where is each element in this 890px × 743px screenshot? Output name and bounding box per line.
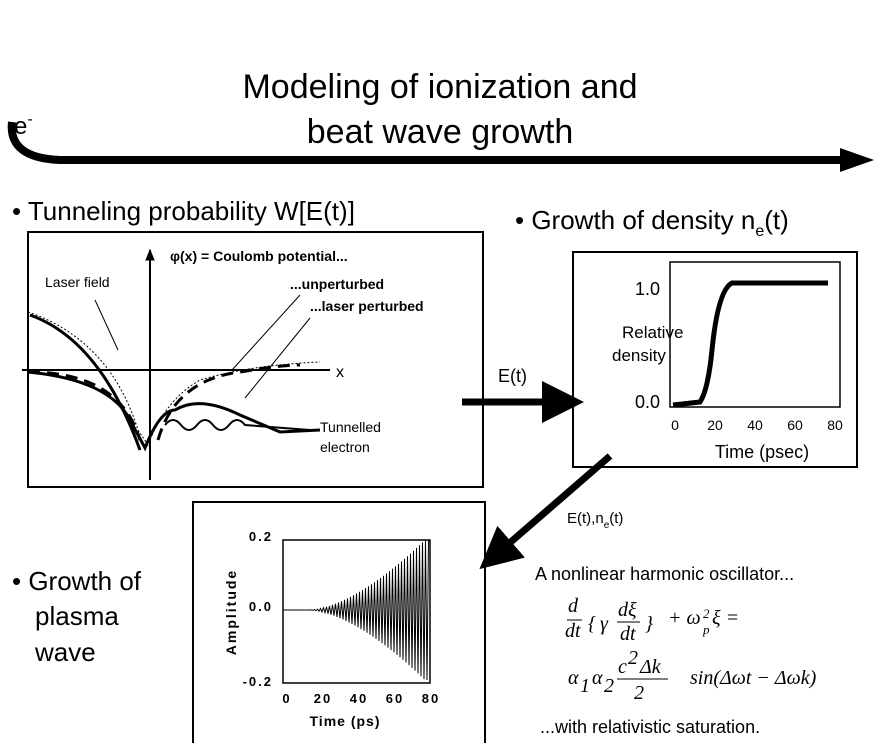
- equation-part: p: [702, 622, 710, 637]
- plot-frame: [282, 539, 431, 684]
- diagram-label: ...laser perturbed: [310, 298, 424, 314]
- equation-part: 1: [580, 675, 590, 697]
- equation-part: sin(Δωt − Δωk): [690, 667, 817, 689]
- equation-part: 2: [703, 606, 710, 621]
- equation-part: dξ: [618, 599, 637, 621]
- equation-part: γ: [600, 613, 609, 635]
- plot-frame: [669, 261, 841, 408]
- bullet-heading: • Growth of density ne(t): [515, 205, 789, 240]
- x-tick-label: 60: [787, 417, 803, 433]
- equation-part: α: [568, 667, 579, 689]
- axis-label: Time (psec): [715, 442, 809, 462]
- timeline-arrow: [7, 121, 845, 164]
- equation-part: 2: [634, 682, 644, 704]
- arrow-label: E(t),ne(t): [567, 510, 623, 531]
- y-tick-label: 0.2: [249, 529, 273, 544]
- density-panel: [572, 251, 858, 468]
- plasma-panel: [192, 501, 486, 743]
- diagram-label: φ(x) = Coulomb potential...: [170, 248, 348, 264]
- x-tick-label: 40: [350, 691, 368, 706]
- equation-part: {: [588, 613, 596, 635]
- title: Modeling of ionization and: [242, 68, 637, 106]
- bullet-heading: • Growth of: [12, 566, 142, 596]
- tunneling-panel: [27, 231, 484, 488]
- axis-label: Relative: [622, 323, 683, 342]
- x-tick-label: 20: [314, 691, 332, 706]
- x-tick-label: 0: [282, 691, 291, 706]
- x-tick-label: 20: [707, 417, 723, 433]
- y-tick-label: 0.0: [249, 599, 273, 614]
- equation-part: d: [568, 595, 579, 617]
- y-tick-label: -0.2: [243, 674, 273, 689]
- diagram-label: Tunnelled: [320, 419, 381, 435]
- x-tick-label: 80: [422, 691, 440, 706]
- axis-label: x: [336, 364, 344, 381]
- arrow-label: E(t): [498, 366, 527, 386]
- x-tick-label: 80: [827, 417, 843, 433]
- equation-part: dt: [620, 623, 636, 645]
- x-tick-label: 0: [671, 417, 679, 433]
- bullet-heading: plasma: [35, 601, 119, 631]
- oscillation: [283, 539, 429, 681]
- equation-part: Δk: [639, 656, 662, 678]
- equation-part: α: [592, 667, 603, 689]
- density-curve: [672, 280, 828, 408]
- axis-label: density: [612, 346, 666, 365]
- axis-label: Amplitude: [223, 569, 239, 655]
- equation-part: + ω: [668, 607, 701, 629]
- title: beat wave growth: [307, 113, 574, 151]
- x-tick-label: 60: [386, 691, 404, 706]
- y-tick-label: 1.0: [635, 279, 660, 299]
- equation-part: 2: [604, 675, 614, 697]
- electron-label: e-: [14, 111, 33, 140]
- equation-part: }: [645, 613, 653, 635]
- diagram-label: Laser field: [45, 274, 110, 290]
- equation-part: c: [618, 656, 627, 678]
- equation-part: 2: [628, 647, 638, 669]
- text: A nonlinear harmonic oscillator...: [535, 564, 794, 584]
- axis-label: Time (ps): [310, 713, 381, 729]
- oscillation-trace: [283, 539, 429, 681]
- diagram-label: electron: [320, 439, 370, 455]
- tunneling-diagram: [22, 248, 330, 480]
- bullet-heading: • Tunneling probability W[E(t)]: [12, 196, 355, 226]
- y-tick-label: 0.0: [635, 392, 660, 412]
- bullet-heading: wave: [34, 637, 96, 667]
- arrowhead: [840, 148, 874, 172]
- equation-part: dt: [565, 620, 581, 642]
- text: ...with relativistic saturation.: [540, 717, 760, 737]
- arrow: [479, 453, 613, 570]
- diagram-label: ...unperturbed: [290, 276, 384, 292]
- x-tick-label: 40: [747, 417, 763, 433]
- equation-part: ξ =: [712, 607, 739, 629]
